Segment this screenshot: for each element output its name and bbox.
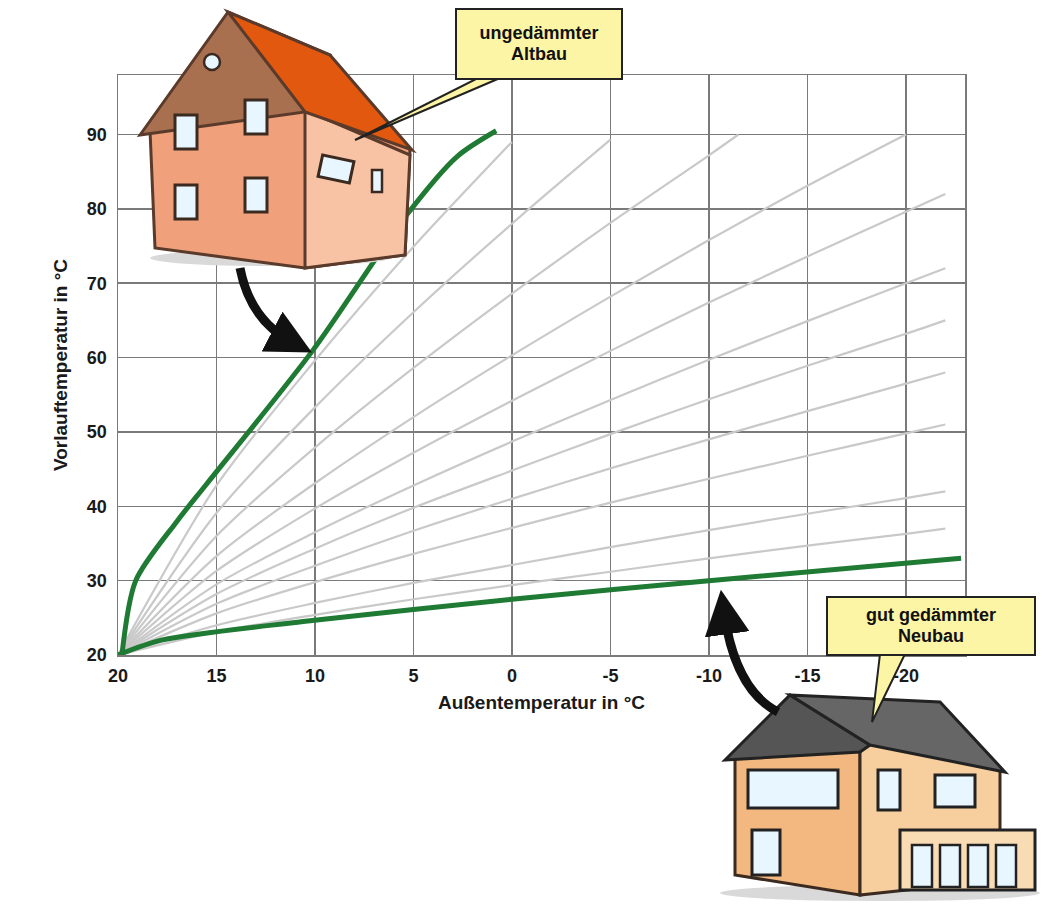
svg-text:50: 50 (87, 422, 107, 442)
svg-text:-15: -15 (794, 666, 820, 686)
svg-text:-20: -20 (893, 666, 919, 686)
html-text:Neubau: Neubau (898, 626, 964, 646)
svg-text:Vorlauftemperatur in °C: Vorlauftemperatur in °C (50, 259, 71, 471)
svg-text:70: 70 (87, 274, 107, 294)
html-text:gut gedämmter: gut gedämmter (866, 605, 996, 625)
svg-text:20: 20 (87, 645, 107, 665)
svg-text:5: 5 (408, 666, 418, 686)
svg-text:90: 90 (87, 125, 107, 145)
svg-text:20: 20 (108, 666, 128, 686)
html-text:ungedämmter: ungedämmter (479, 23, 599, 43)
svg-text:Außentemperatur in °C: Außentemperatur in °C (438, 692, 645, 713)
svg-text:40: 40 (87, 497, 107, 517)
svg-text:-10: -10 (696, 666, 722, 686)
svg-text:60: 60 (87, 348, 107, 368)
svg-text:10: 10 (305, 666, 325, 686)
svg-text:30: 30 (87, 571, 107, 591)
svg-text:15: 15 (206, 666, 226, 686)
svg-text:80: 80 (87, 199, 107, 219)
html-text:Altbau: Altbau (511, 44, 567, 64)
svg-text:0: 0 (507, 666, 517, 686)
svg-text:-5: -5 (602, 666, 618, 686)
